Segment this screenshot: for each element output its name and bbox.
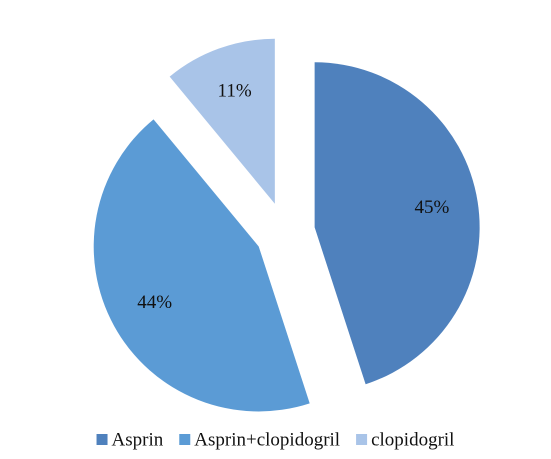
legend-swatch [179, 434, 191, 445]
legend-label: clopidogril [371, 429, 454, 450]
data-label: 11% [218, 80, 252, 101]
pie-slice [314, 62, 480, 385]
legend-swatch [356, 434, 368, 445]
pie-slice [93, 119, 310, 412]
data-label: 44% [137, 292, 172, 313]
legend-label: Asprin [112, 429, 164, 450]
pie-slice [169, 38, 275, 204]
legend-label: Asprin+clopidogril [194, 429, 340, 450]
legend-swatch [96, 434, 108, 445]
data-label: 45% [415, 197, 450, 218]
